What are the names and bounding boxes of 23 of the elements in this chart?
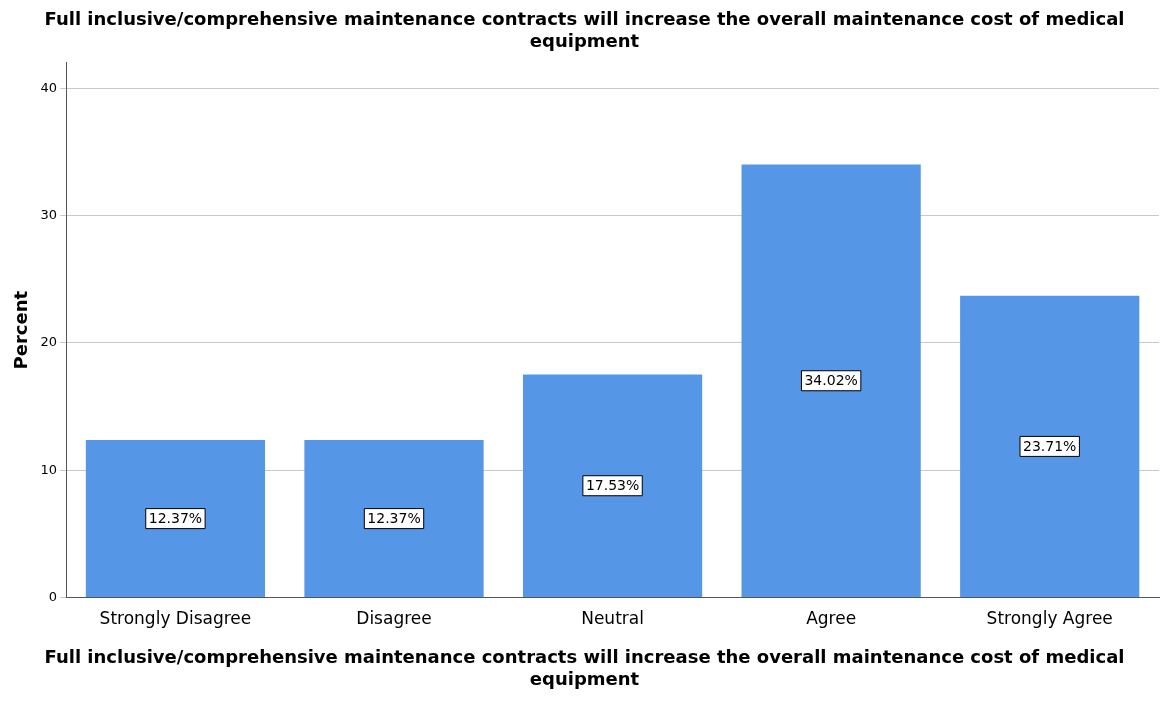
y-tick-label: 0: [48, 588, 58, 604]
data-label: 23.71%: [1023, 438, 1077, 455]
y-tick-label: 20: [40, 334, 58, 350]
y-axis-title: Percent: [10, 290, 32, 370]
y-tick-label: 10: [40, 461, 58, 477]
bar: [85, 440, 266, 598]
bar: [741, 164, 921, 598]
chart-title: Full inclusive/comprehensive maintenance contracts will increase the overall maintenance cost of medical equipment: [43, 8, 1126, 52]
data-label: 17.53%: [585, 477, 640, 494]
y-tick-label: 40: [40, 79, 58, 95]
x-tick-label: Agree: [806, 608, 857, 629]
x-tick-label: Strongly Agree: [986, 608, 1113, 629]
y-tick-label: 30: [40, 206, 58, 222]
data-label: 12.37%: [367, 510, 421, 527]
x-tick-label: Neutral: [581, 608, 644, 629]
x-tick-label: Disagree: [356, 608, 432, 629]
data-label: 12.37%: [148, 510, 203, 527]
bar: [522, 374, 703, 598]
bar: [304, 440, 484, 598]
x-axis-title: Full inclusive/comprehensive maintenance contracts will increase the overall maintenance cost of medical equipment: [43, 646, 1126, 690]
x-tick-label: Strongly Disagree: [99, 608, 252, 629]
data-label: 34.02%: [804, 372, 858, 389]
bar: [960, 295, 1140, 598]
